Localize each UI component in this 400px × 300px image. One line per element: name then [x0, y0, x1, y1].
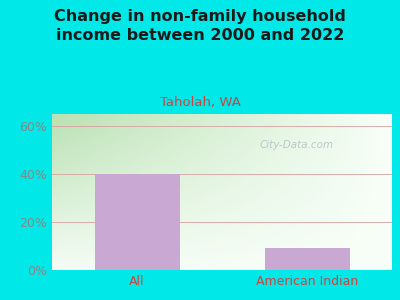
Bar [264, 248, 350, 270]
Bar [94, 174, 180, 270]
Text: Taholah, WA: Taholah, WA [160, 96, 240, 109]
Text: City-Data.com: City-Data.com [260, 140, 334, 150]
Text: Change in non-family household
income between 2000 and 2022: Change in non-family household income be… [54, 9, 346, 43]
